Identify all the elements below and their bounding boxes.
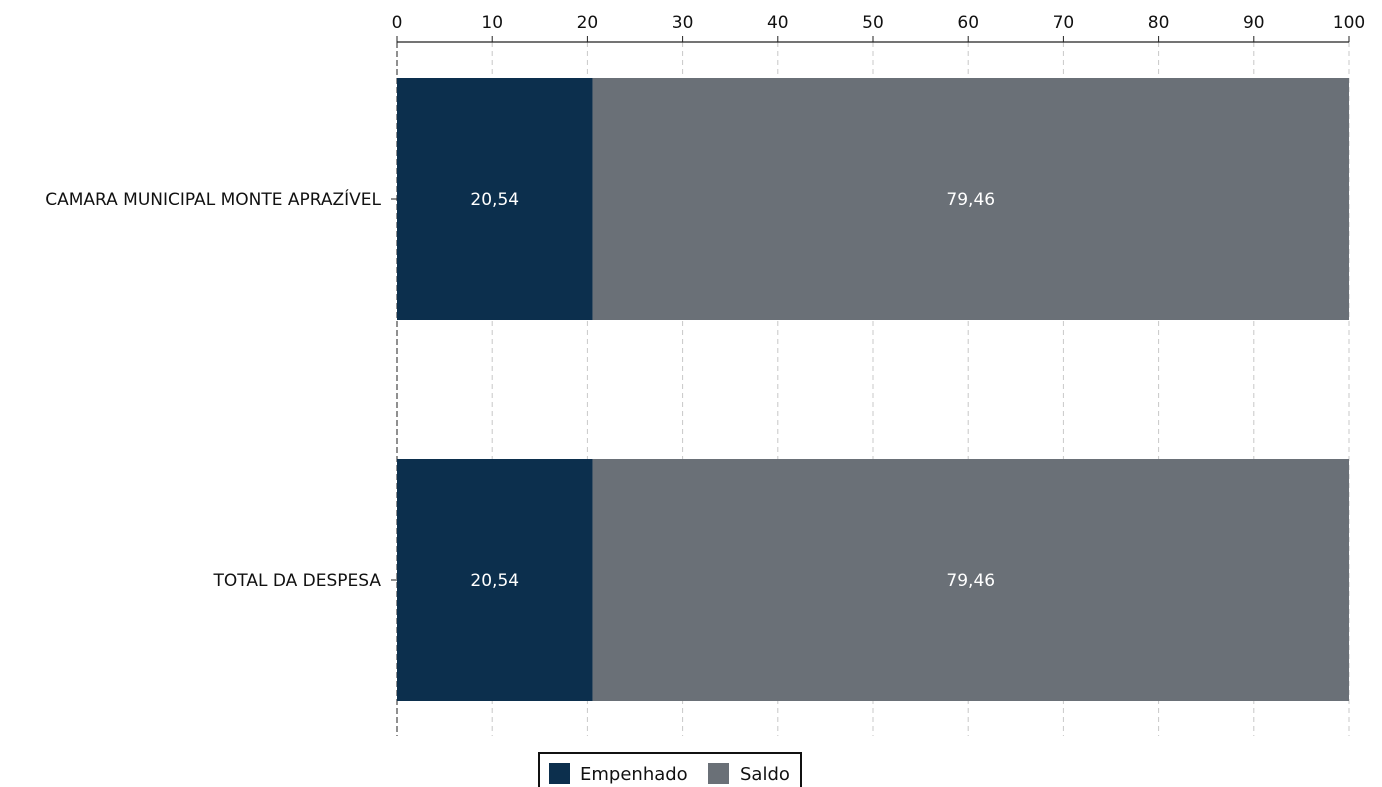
- data-label: 20,54: [470, 571, 519, 591]
- x-tick-label: 30: [672, 13, 694, 33]
- x-tick-label: 60: [957, 13, 979, 33]
- category-labels: CAMARA MUNICIPAL MONTE APRAZÍVEL TOTAL DA…: [45, 188, 397, 591]
- legend-label-saldo: Saldo: [740, 764, 790, 785]
- data-labels: 20,54 79,46 20,54 79,46: [470, 190, 995, 591]
- x-tick-label: 20: [577, 13, 599, 33]
- bar-empenhado: [397, 459, 593, 701]
- x-tick-label: 0: [392, 13, 403, 33]
- x-tick-label: 40: [767, 13, 789, 33]
- category-label: TOTAL DA DESPESA: [212, 571, 381, 591]
- legend: Empenhado Saldo: [538, 752, 802, 787]
- x-tick-label: 80: [1148, 13, 1170, 33]
- bars: [397, 78, 1349, 701]
- x-tick-label: 100: [1333, 13, 1365, 33]
- x-tick-label: 90: [1243, 13, 1265, 33]
- data-label: 79,46: [946, 190, 995, 210]
- legend-label-empenhado: Empenhado: [580, 764, 688, 785]
- x-axis: 0 10 20 30 40 50 60 70 80 90 100: [392, 13, 1365, 736]
- bar-saldo: [592, 459, 1349, 701]
- x-tick-label: 70: [1053, 13, 1075, 33]
- data-label: 79,46: [946, 571, 995, 591]
- legend-box: [538, 752, 802, 787]
- x-tick-label: 50: [862, 13, 884, 33]
- bar-saldo: [592, 78, 1349, 320]
- category-label: CAMARA MUNICIPAL MONTE APRAZÍVEL: [45, 188, 381, 210]
- bar-empenhado: [397, 78, 593, 320]
- x-tick-label: 10: [481, 13, 503, 33]
- data-label: 20,54: [470, 190, 519, 210]
- legend-swatch-saldo: [708, 763, 729, 784]
- legend-swatch-empenhado: [549, 763, 570, 784]
